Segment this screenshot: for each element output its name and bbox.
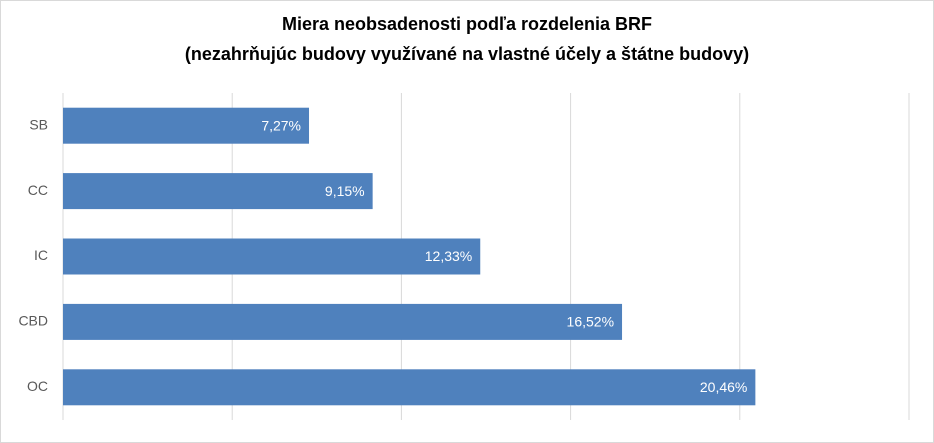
y-tick-label: CBD bbox=[18, 313, 48, 329]
y-tick-label: IC bbox=[34, 247, 48, 263]
data-label: 20,46% bbox=[700, 379, 747, 395]
bar bbox=[63, 107, 310, 144]
bar bbox=[63, 238, 481, 275]
chart-subtitle: (nezahrňujúc budovy využívané na vlastné… bbox=[185, 44, 749, 64]
bar bbox=[63, 173, 373, 210]
y-tick-label: OC bbox=[27, 378, 48, 394]
data-label: 16,52% bbox=[567, 314, 614, 330]
y-tick-label: CC bbox=[28, 182, 48, 198]
chart-title: Miera neobsadenosti podľa rozdelenia BRF bbox=[282, 14, 652, 34]
bar bbox=[63, 303, 623, 340]
data-label: 9,15% bbox=[325, 183, 365, 199]
y-tick-label: SB bbox=[29, 116, 48, 132]
bar bbox=[63, 369, 756, 406]
data-label: 7,27% bbox=[261, 117, 301, 133]
data-label: 12,33% bbox=[425, 248, 472, 264]
